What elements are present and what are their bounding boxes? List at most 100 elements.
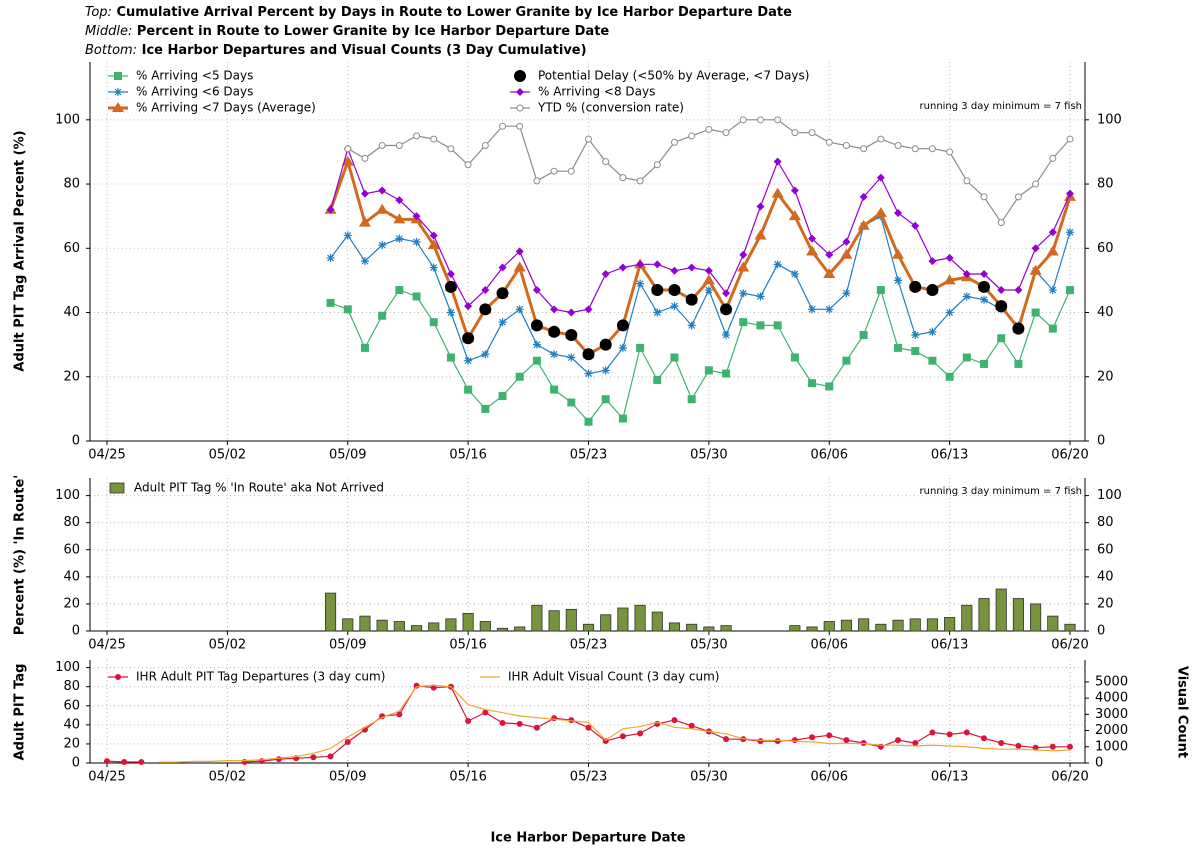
marker	[859, 192, 868, 201]
marker	[1032, 744, 1039, 751]
y2-tick-label: 4000	[1095, 691, 1128, 706]
marker	[702, 274, 715, 285]
marker	[756, 202, 765, 211]
marker	[378, 241, 387, 250]
marker	[618, 343, 627, 352]
marker	[464, 302, 473, 311]
marker	[567, 353, 576, 362]
marker	[1029, 264, 1042, 275]
marker	[532, 356, 541, 365]
marker	[774, 738, 781, 745]
marker	[842, 237, 851, 246]
marker	[275, 756, 282, 763]
marker	[980, 269, 989, 278]
legend-label: Potential Delay (<50% by Average, <7 Day…	[538, 69, 809, 83]
marker	[756, 321, 765, 330]
marker	[412, 212, 421, 221]
y2-tick-label: 1000	[1095, 739, 1128, 754]
y-right-tick-label: 0	[1097, 434, 1105, 449]
marker	[550, 305, 559, 314]
x-tick-label: 06/20	[1051, 770, 1088, 785]
marker	[341, 155, 354, 166]
marker	[532, 340, 541, 349]
marker	[361, 154, 369, 162]
bar	[892, 619, 904, 632]
x-tick-label: 05/16	[449, 770, 486, 785]
marker	[945, 308, 954, 317]
marker	[446, 269, 455, 278]
marker	[997, 286, 1006, 295]
marker	[513, 261, 526, 272]
marker	[894, 343, 903, 352]
marker	[705, 125, 713, 133]
bar	[703, 626, 715, 632]
marker	[653, 260, 662, 269]
marker	[464, 356, 473, 365]
marker	[413, 132, 421, 140]
marker	[516, 104, 524, 112]
marker	[618, 414, 627, 423]
title-top: Top: Cumulative Arrival Percent by Days …	[85, 5, 792, 20]
marker	[1049, 154, 1057, 162]
marker	[1066, 189, 1074, 198]
marker	[756, 116, 764, 124]
bar	[961, 604, 973, 632]
marker	[842, 356, 851, 365]
marker	[516, 720, 523, 727]
y2-tick-label: 0	[1095, 756, 1103, 771]
marker	[688, 132, 696, 140]
title-text: Percent in Route to Lower Granite by Ice…	[137, 24, 610, 39]
marker	[326, 205, 335, 214]
legend-label: YTD % (conversion rate)	[537, 101, 684, 115]
marker	[978, 280, 991, 293]
marker	[757, 738, 764, 745]
marker	[912, 739, 919, 746]
marker	[602, 158, 610, 166]
x-tick-label: 06/06	[811, 770, 848, 785]
marker	[756, 292, 765, 301]
marker	[413, 682, 420, 689]
marker	[584, 305, 593, 314]
bar	[393, 621, 405, 632]
marker	[516, 88, 524, 96]
marker	[310, 754, 317, 761]
marker	[825, 382, 834, 391]
marker	[601, 395, 610, 404]
marker	[360, 343, 369, 352]
y-tick-label: 20	[63, 369, 80, 384]
marker	[498, 318, 507, 327]
marker	[980, 295, 989, 304]
bar	[565, 608, 577, 632]
marker	[842, 142, 850, 150]
bar	[479, 621, 491, 632]
bar	[428, 622, 440, 632]
x-tick-label: 05/23	[570, 770, 607, 785]
marker	[651, 284, 664, 297]
marker	[1066, 286, 1074, 295]
marker	[962, 353, 971, 362]
marker	[739, 250, 748, 259]
bar	[789, 625, 801, 632]
marker	[823, 267, 836, 278]
bar	[720, 625, 732, 632]
marker	[138, 759, 145, 766]
marker	[429, 231, 438, 240]
marker	[533, 177, 541, 185]
marker	[550, 167, 558, 175]
bar	[582, 623, 595, 632]
marker	[429, 263, 438, 272]
marker	[481, 350, 490, 359]
y-right-tick-label: 40	[1097, 569, 1114, 584]
y-tick-label: 60	[63, 241, 80, 256]
marker	[773, 157, 782, 166]
x-tick-label: 05/02	[209, 638, 246, 653]
marker	[840, 248, 853, 259]
marker	[482, 709, 489, 716]
marker	[567, 308, 576, 317]
marker	[395, 286, 404, 295]
marker	[722, 129, 730, 137]
legend-label: % Arriving <6 Days	[136, 85, 253, 99]
marker	[1032, 180, 1040, 188]
x-tick-label: 06/20	[1051, 638, 1088, 653]
